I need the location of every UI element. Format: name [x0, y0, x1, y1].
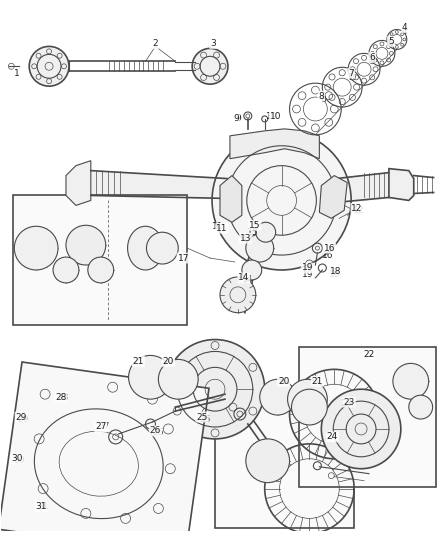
- Circle shape: [393, 364, 429, 399]
- Text: 21: 21: [133, 357, 144, 366]
- Text: 13: 13: [240, 233, 251, 243]
- Text: 20: 20: [277, 377, 288, 386]
- Text: 19: 19: [302, 270, 313, 279]
- Text: 17: 17: [177, 254, 189, 263]
- Text: 5: 5: [388, 37, 394, 46]
- Circle shape: [29, 46, 69, 86]
- Ellipse shape: [127, 226, 163, 270]
- Circle shape: [246, 234, 274, 262]
- Text: 11: 11: [216, 224, 228, 233]
- Text: 9: 9: [235, 115, 241, 124]
- Text: 12: 12: [353, 206, 365, 215]
- Text: 3: 3: [210, 39, 216, 48]
- Circle shape: [192, 49, 228, 84]
- Text: 8: 8: [321, 94, 326, 103]
- Text: 28: 28: [57, 393, 69, 402]
- Polygon shape: [389, 168, 414, 200]
- Circle shape: [129, 356, 172, 399]
- Text: 15: 15: [249, 221, 261, 230]
- Text: 4: 4: [402, 27, 408, 36]
- Bar: [300, 348, 436, 487]
- Circle shape: [242, 260, 262, 280]
- Polygon shape: [230, 129, 319, 159]
- Circle shape: [288, 379, 327, 419]
- Text: 10: 10: [266, 112, 277, 122]
- Text: 14: 14: [242, 276, 254, 285]
- Text: 16: 16: [321, 251, 333, 260]
- Text: 31: 31: [37, 502, 49, 511]
- Text: 31: 31: [35, 502, 47, 511]
- Polygon shape: [0, 362, 209, 533]
- Text: 20: 20: [162, 357, 174, 366]
- Circle shape: [146, 232, 178, 264]
- Text: 23: 23: [342, 399, 353, 408]
- Text: 12: 12: [351, 204, 363, 213]
- Text: 26: 26: [150, 426, 161, 435]
- Text: 6: 6: [369, 53, 375, 62]
- Text: 2: 2: [152, 39, 158, 48]
- Circle shape: [159, 359, 198, 399]
- Text: 1: 1: [14, 69, 20, 78]
- Text: 26: 26: [153, 429, 164, 438]
- Text: 21: 21: [133, 357, 144, 366]
- Circle shape: [212, 131, 351, 270]
- Polygon shape: [319, 175, 347, 219]
- Circle shape: [53, 257, 79, 283]
- Text: 25: 25: [199, 415, 211, 424]
- Circle shape: [292, 389, 327, 425]
- Circle shape: [260, 379, 296, 415]
- Text: 20: 20: [278, 377, 289, 386]
- Text: 25: 25: [196, 413, 208, 422]
- Text: 20: 20: [162, 357, 174, 366]
- Text: 29: 29: [18, 415, 29, 424]
- Text: 9: 9: [233, 115, 239, 124]
- Text: 17: 17: [177, 254, 189, 263]
- Circle shape: [14, 226, 58, 270]
- Text: 24: 24: [327, 432, 338, 441]
- Text: 16: 16: [324, 244, 335, 253]
- Text: 30: 30: [14, 456, 25, 465]
- Text: 27: 27: [95, 423, 106, 432]
- Text: 19: 19: [302, 263, 313, 272]
- Text: 29: 29: [16, 413, 27, 422]
- Circle shape: [246, 439, 290, 482]
- Circle shape: [165, 340, 265, 439]
- Bar: [13, 196, 187, 325]
- Text: 30: 30: [11, 454, 23, 463]
- Text: 23: 23: [343, 398, 355, 407]
- Text: 4: 4: [402, 23, 408, 32]
- Text: 13: 13: [242, 233, 254, 243]
- Text: 10: 10: [270, 112, 281, 122]
- Circle shape: [321, 389, 401, 469]
- Text: 27: 27: [98, 423, 110, 432]
- Text: 28: 28: [55, 393, 67, 402]
- Text: 24: 24: [327, 432, 338, 441]
- Text: 8: 8: [318, 92, 324, 101]
- Text: 7: 7: [348, 69, 354, 78]
- Text: 11: 11: [212, 222, 224, 231]
- Polygon shape: [220, 175, 242, 222]
- Circle shape: [88, 257, 114, 283]
- Circle shape: [220, 277, 256, 313]
- Bar: [215, 394, 354, 528]
- Text: 22: 22: [364, 350, 374, 359]
- Text: 7: 7: [347, 72, 353, 82]
- Text: 14: 14: [238, 273, 250, 282]
- Circle shape: [409, 395, 433, 419]
- Polygon shape: [66, 160, 91, 205]
- Circle shape: [256, 222, 276, 242]
- Text: 21: 21: [312, 377, 323, 386]
- Circle shape: [66, 225, 106, 265]
- Text: 5: 5: [387, 39, 393, 48]
- Text: 18: 18: [328, 270, 340, 279]
- Text: 15: 15: [247, 228, 258, 237]
- Text: 22: 22: [364, 350, 374, 359]
- Text: 21: 21: [312, 377, 323, 386]
- Text: 18: 18: [329, 268, 341, 277]
- Text: 6: 6: [369, 55, 375, 64]
